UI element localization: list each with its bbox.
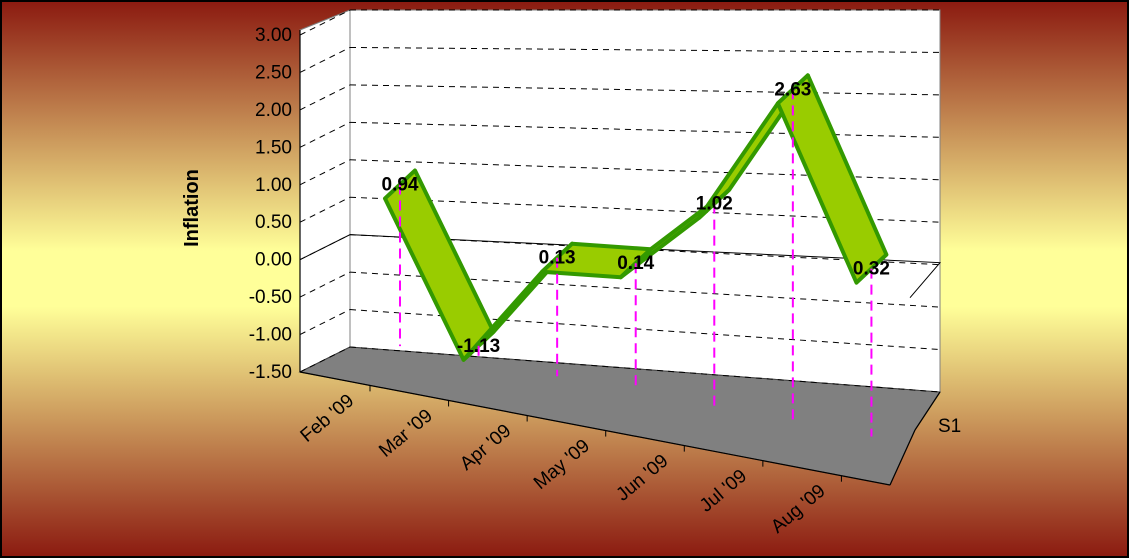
data-label: 1.02 [696,194,733,215]
y-tick-label: 3.00 [255,25,292,46]
gridline-side [299,84,351,111]
data-label: 0.14 [617,253,654,274]
y-tick-label: 0.50 [255,212,292,233]
y-tick-label: -0.50 [249,287,292,308]
data-label: 2.63 [774,79,811,100]
series-ribbon [383,73,889,362]
data-labels: 0.94 -1.13 0.13 0.14 1.02 2.63 0.32 [382,79,890,356]
data-label: 0.94 [382,174,419,195]
y-tick-label: 2.50 [255,62,292,83]
side-wall [299,9,351,373]
data-label: 0.32 [853,259,890,280]
gridline-side [299,9,351,36]
gridline-side [299,46,351,73]
gridline-side [299,159,351,186]
x-axis-line [299,371,891,486]
gridline-side [299,121,351,148]
y-tick-label: 2.00 [255,100,292,121]
gridline-side [299,346,351,373]
y-tick-labels: 3.00 2.50 2.00 1.50 1.00 0.50 0.00 -0.50 -1.00 -1… [249,25,292,383]
y-tick-label: -1.00 [249,325,292,346]
data-label: 0.13 [539,248,576,269]
drop-lines [399,89,873,437]
ribbon-segment [775,73,889,285]
gridline-side [299,196,351,223]
y-axis-title: Inflation [181,169,203,247]
data-label: -1.13 [457,336,500,357]
depth-axis-line-2 [914,391,941,431]
gridline-side [299,309,351,336]
series-axis-label: S1 [938,416,961,437]
y-tick-label: 1.00 [255,175,292,196]
depth-axis-line [889,429,916,486]
y-tick-label: 1.50 [255,137,292,158]
y-tick-label: -1.50 [249,362,292,383]
y-tick-label: 0.00 [255,250,292,271]
gridline-side [299,271,351,298]
